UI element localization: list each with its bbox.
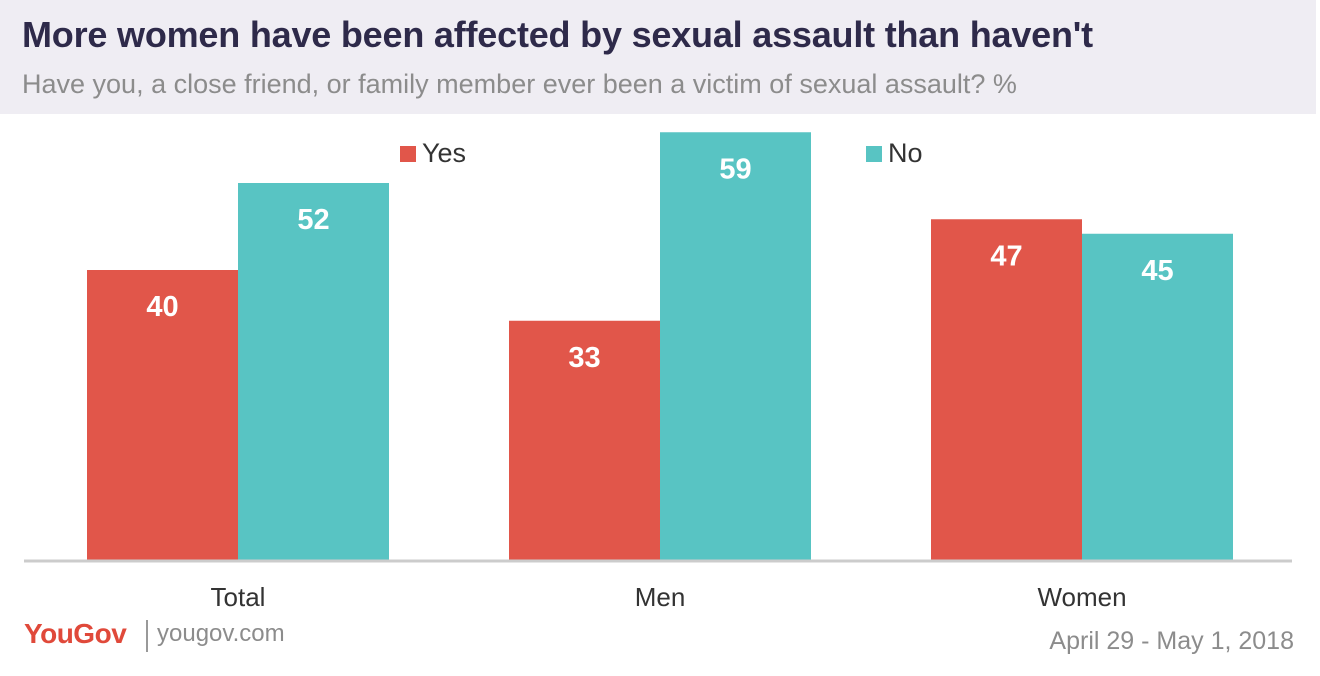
bar-no-men xyxy=(660,132,811,560)
bar-yes-women xyxy=(931,219,1082,560)
footer-site-link[interactable]: yougov.com xyxy=(157,620,285,647)
data-label: 33 xyxy=(568,342,600,374)
x-tick-label: Men xyxy=(635,582,686,612)
bar-yes-total xyxy=(87,270,238,560)
data-label: 59 xyxy=(719,153,751,185)
data-label: 52 xyxy=(297,204,329,236)
data-label: 40 xyxy=(146,291,178,323)
chart-title: More women have been affected by sexual … xyxy=(22,14,1093,55)
bar-yes-men xyxy=(509,320,660,560)
bar-no-women xyxy=(1082,233,1233,560)
footer-date: April 29 - May 1, 2018 xyxy=(1049,627,1294,655)
x-tick-label: Total xyxy=(211,582,266,612)
chart-subtitle: Have you, a close friend, or family memb… xyxy=(22,69,1017,99)
legend-swatch-no xyxy=(866,146,882,162)
x-tick-label: Women xyxy=(1037,582,1126,612)
header-band: More women have been affected by sexual … xyxy=(0,0,1316,114)
data-label: 45 xyxy=(1141,255,1173,287)
bar-no-total xyxy=(238,183,389,560)
data-label: 47 xyxy=(990,240,1022,272)
legend-swatch-yes xyxy=(400,146,416,162)
footer-separator xyxy=(146,620,148,652)
yougov-logo: YouGov xyxy=(24,618,127,649)
legend-label-no: No xyxy=(888,138,923,168)
legend-label-yes: Yes xyxy=(422,138,466,168)
